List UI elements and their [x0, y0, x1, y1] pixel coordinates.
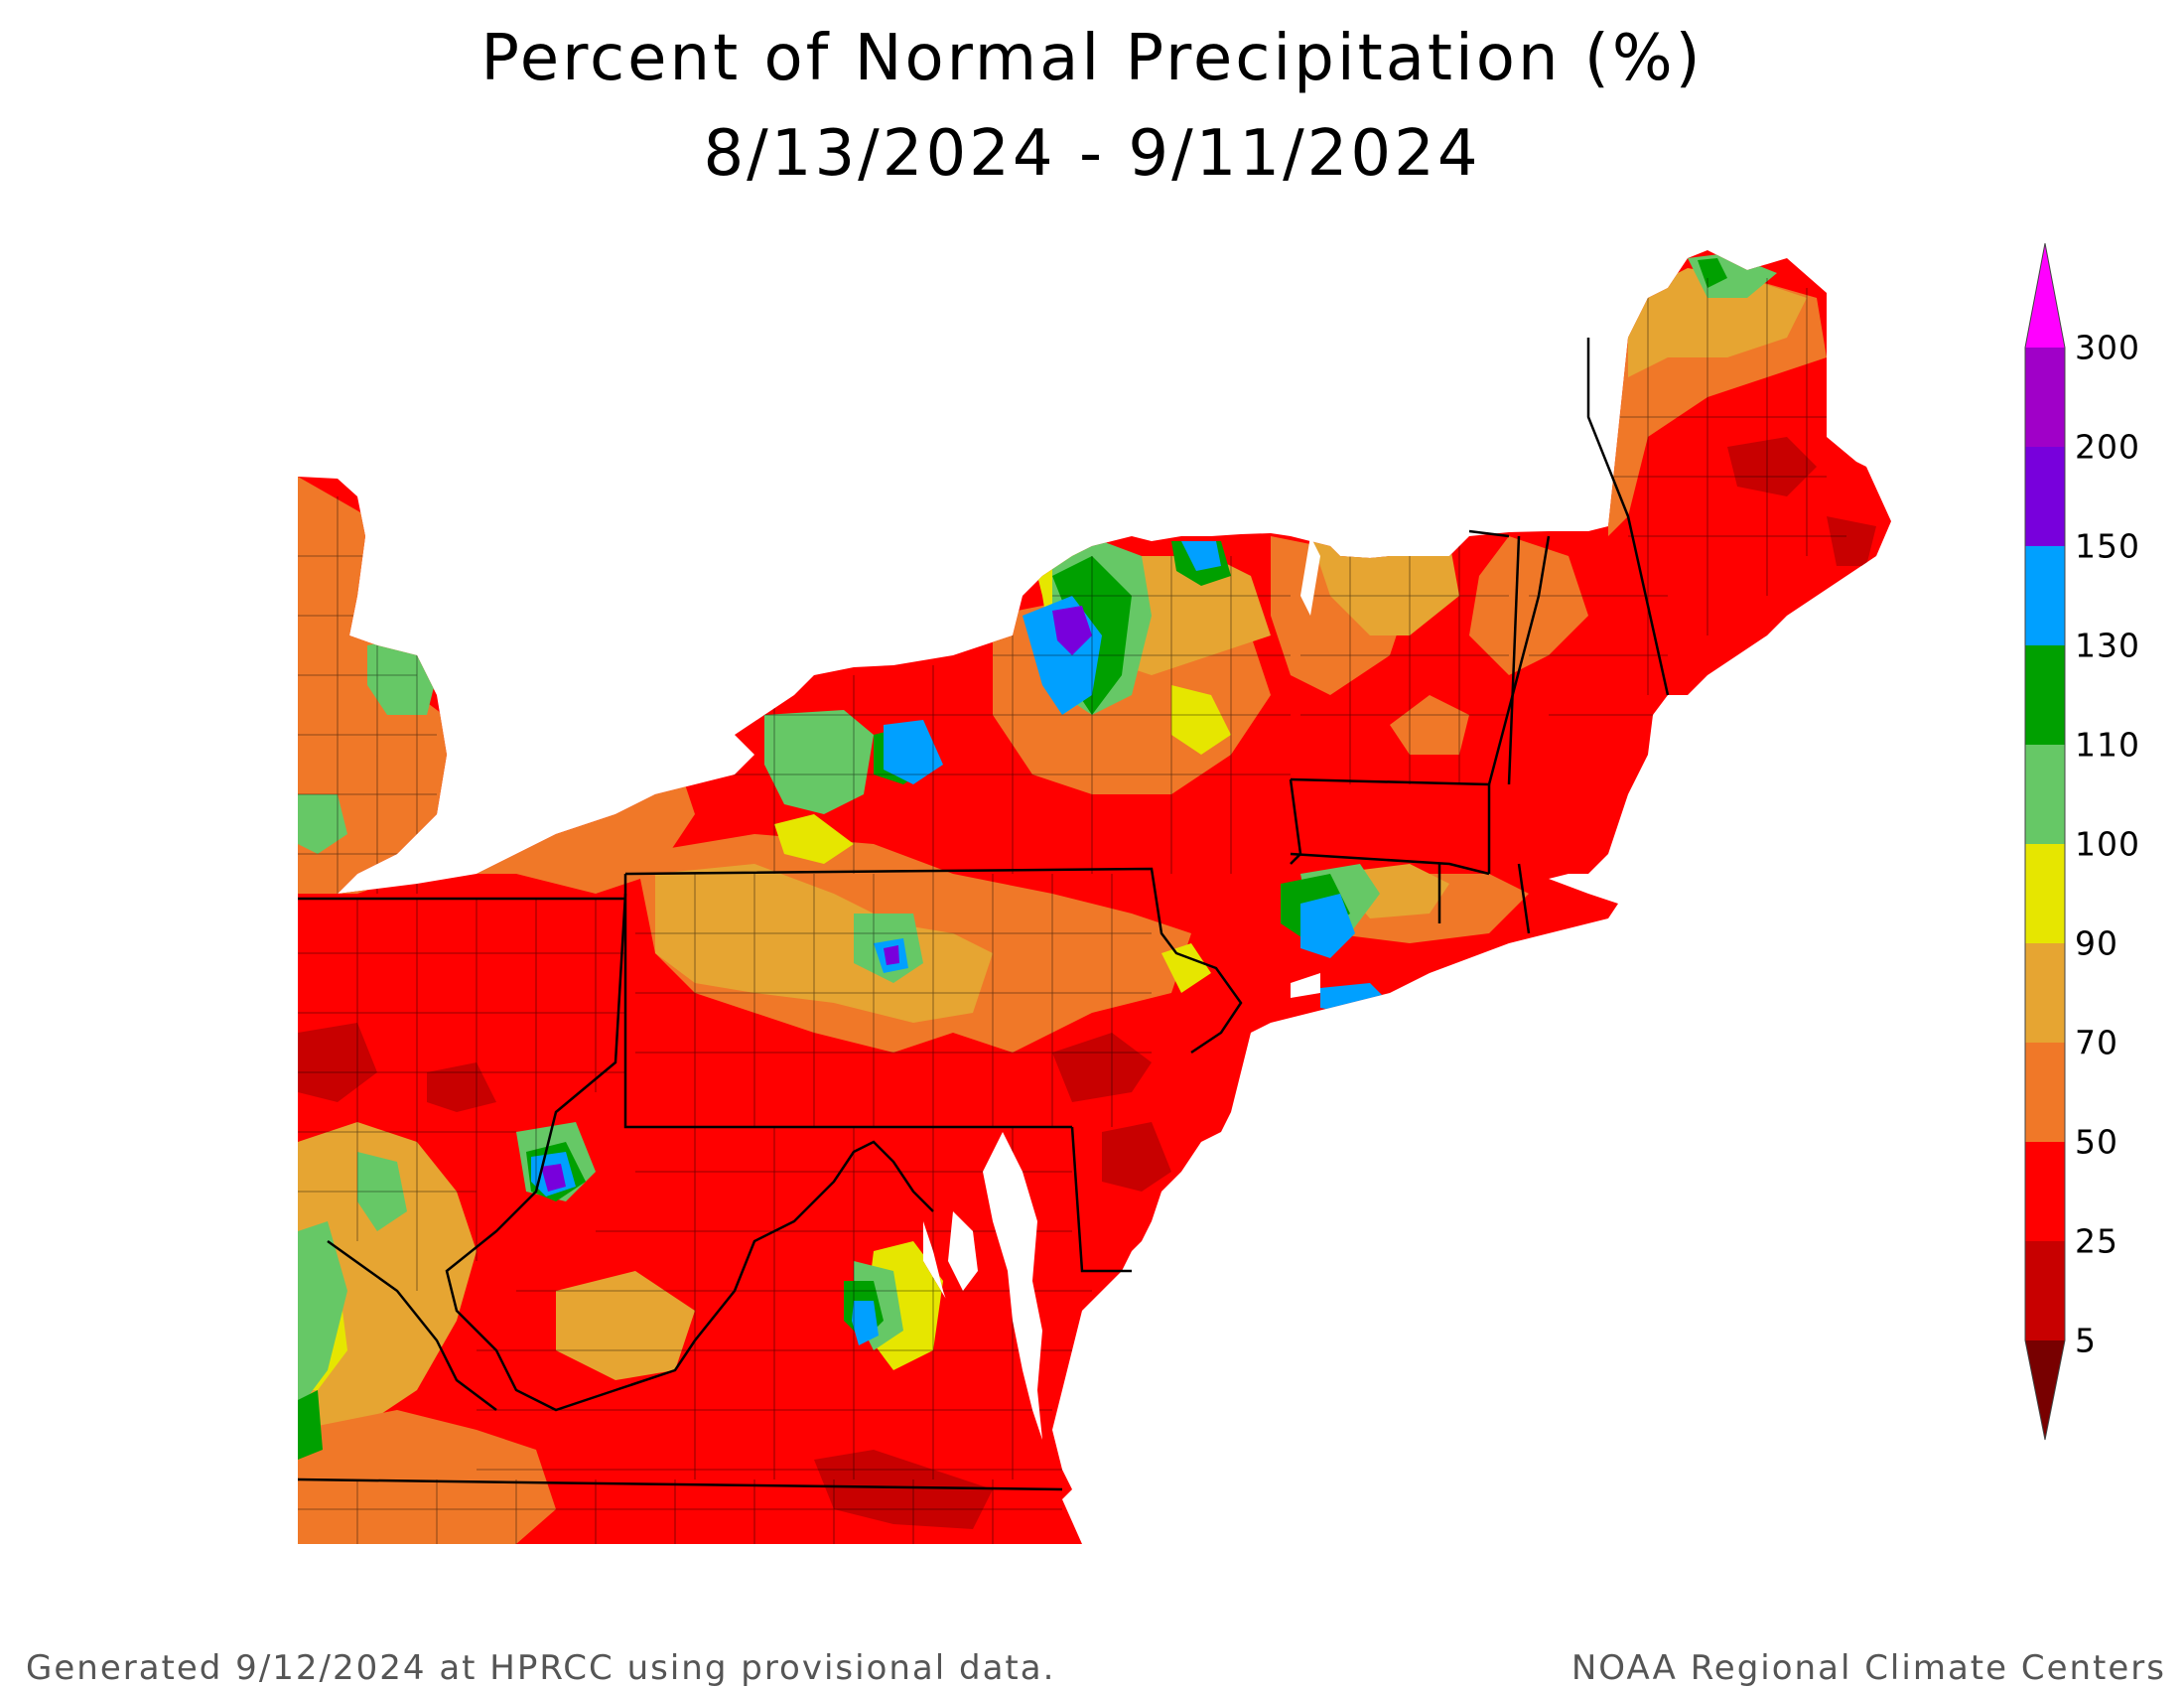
legend-tick-label: 70 — [2075, 1023, 2118, 1062]
legend-swatch-50-70 — [2025, 1043, 2065, 1142]
legend-bar — [2024, 243, 2066, 1441]
legend-swatch-25-50 — [2025, 1142, 2065, 1241]
map-date-range: 8/13/2024 - 9/11/2024 — [703, 117, 1481, 191]
legend-tick-label: 200 — [2075, 427, 2140, 467]
legend-tick-label: 110 — [2075, 725, 2140, 765]
map-title: Percent of Normal Precipitation (%) — [480, 22, 1704, 95]
state-boundaries — [297, 338, 1670, 1491]
legend-swatch-150-200 — [2025, 447, 2065, 546]
legend-swatch-200-300 — [2025, 348, 2065, 447]
legend-tick-label: 50 — [2075, 1122, 2118, 1162]
legend-swatch-over-300 — [2025, 243, 2065, 348]
legend-tick-label: 130 — [2075, 626, 2140, 665]
legend-colorbar — [2024, 243, 2066, 1441]
legend-swatch-70-90 — [2025, 943, 2065, 1043]
legend-tick-label: 90 — [2075, 923, 2118, 963]
water-bodies — [298, 536, 1320, 1559]
county-boundaries — [298, 278, 1846, 1544]
legend-swatch-5-25 — [2025, 1241, 2065, 1340]
legend-swatch-under-5 — [2025, 1340, 2065, 1440]
legend-swatch-130-150 — [2025, 546, 2065, 645]
legend-swatch-100-110 — [2025, 745, 2065, 844]
legend-tick-label: 25 — [2075, 1221, 2118, 1261]
legend-swatch-110-130 — [2025, 645, 2065, 745]
footer-generated-note: Generated 9/12/2024 at HPRCC using provi… — [26, 1648, 1056, 1688]
legend-tick-label: 150 — [2075, 526, 2140, 566]
footer-attribution: NOAA Regional Climate Centers — [1570, 1648, 2166, 1688]
legend-tick-label: 100 — [2075, 824, 2140, 864]
legend-tick-label: 300 — [2075, 328, 2140, 367]
legend-swatch-90-100 — [2025, 844, 2065, 943]
legend-tick-label: 5 — [2075, 1321, 2097, 1360]
